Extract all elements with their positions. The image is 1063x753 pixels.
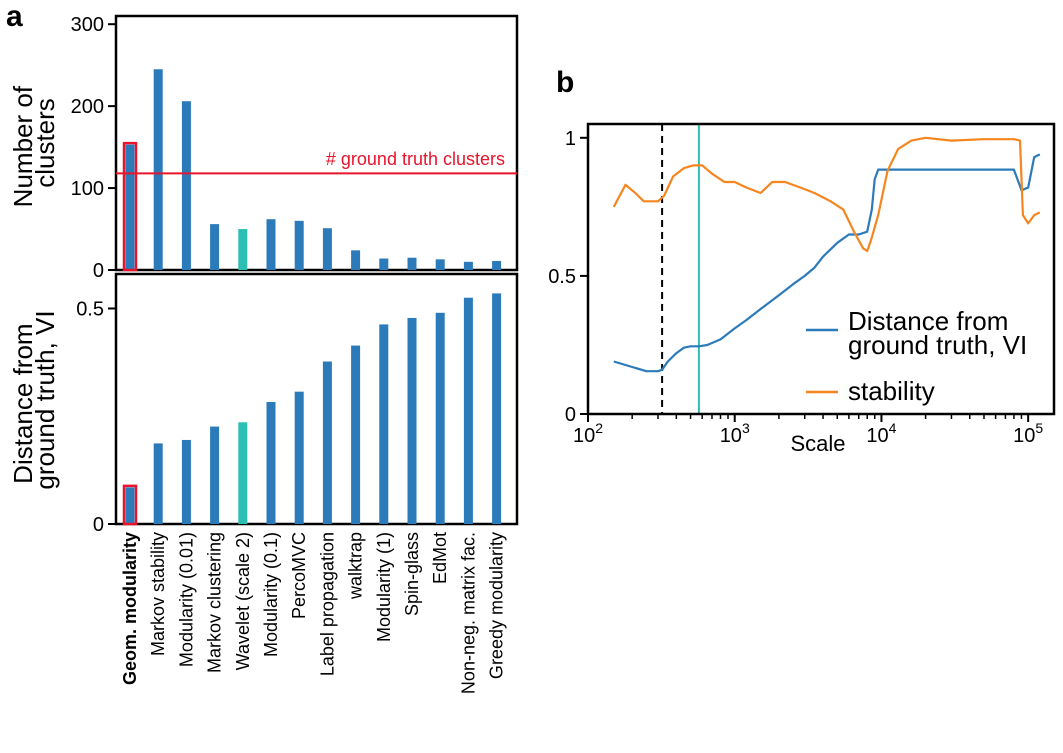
y-axis-label-distance: Distance from ground truth, VI	[8, 310, 60, 489]
bar-modularity-0-1-	[266, 402, 276, 524]
bar-spin-glass	[407, 257, 417, 270]
y-tick-label: 100	[71, 178, 104, 200]
bar-modularity-0-01-	[181, 439, 191, 524]
series-line-stability	[612, 136, 1041, 253]
y-axis-label-number-of-clusters: Number of clusters	[8, 79, 60, 208]
bar-geom-modularity	[125, 144, 135, 270]
x-tick-label-geom-modularity: Geom. modularity	[120, 532, 140, 685]
x-tick-label: 103	[720, 420, 750, 447]
bar-modularity-0-1-	[266, 219, 276, 270]
legend-label-stability: stability	[848, 376, 935, 406]
bar-greedy-modularity	[492, 260, 502, 270]
x-tick-label-greedy-modularity: Greedy modularity	[487, 532, 507, 679]
panel-label-b: b	[556, 66, 574, 99]
bar-modularity-1-	[379, 258, 389, 270]
y-tick-label: 0	[565, 404, 576, 426]
highlight-box	[122, 484, 138, 526]
x-tick-label-non-neg-matrix-fac-: Non-neg. matrix fac.	[458, 532, 478, 694]
ground-truth-reference-label: # ground truth clusters	[326, 149, 505, 169]
bar-edmot	[435, 259, 445, 270]
legend-label-vi-line-1: Distance from	[848, 306, 1008, 336]
bar-chart-distance-vi: 0 0.5 Geom. modularity Markov stability Mod…	[8, 272, 519, 694]
highlight-box	[122, 141, 138, 272]
x-tick-label-modularity-1-: Modularity (1)	[374, 532, 394, 642]
bar-markov-stability	[153, 443, 163, 524]
bar-label-propagation	[322, 361, 332, 524]
x-tick-label-walktrap: walktrap	[346, 532, 366, 600]
bar-percomvc	[294, 220, 304, 270]
x-tick-label-modularity-0-1-: Modularity (0.1)	[261, 532, 281, 657]
bar-markov-stability	[153, 69, 163, 271]
x-tick-label-label-propagation: Label propagation	[317, 532, 337, 676]
bar-spin-glass	[407, 317, 417, 524]
bar-label-propagation	[322, 228, 332, 270]
y-tick-label: 0	[93, 514, 104, 536]
bar-walktrap	[351, 345, 361, 524]
x-tick-label-markov-clustering: Markov clustering	[205, 532, 225, 673]
x-tick-label: 102	[573, 420, 603, 447]
bar-chart-number-of-clusters: 0 100 200 300 # ground truth clusters Numbe…	[8, 14, 519, 282]
y-tick-label: 0.5	[548, 266, 576, 288]
panel-label-a: a	[6, 0, 23, 33]
y-tick-label: 0.5	[76, 298, 104, 320]
bar-non-neg-matrix-fac-	[463, 261, 473, 270]
x-tick-label: 104	[866, 420, 896, 447]
y-tick-label: 300	[71, 14, 104, 36]
plot-frame	[586, 122, 1056, 416]
bar-markov-clustering	[210, 426, 220, 524]
bar-wavelet-scale-2-	[238, 229, 248, 270]
legend-label-vi-line-2: ground truth, VI	[848, 330, 1027, 360]
x-tick-label-edmot: EdMot	[430, 532, 450, 584]
y-axis-label-line-1: Distance from	[8, 323, 38, 483]
x-tick-label-modularity-0-01-: Modularity (0.01)	[176, 532, 196, 667]
line-chart-scale: 0 0.5 1 102 103 104 105 Scale Distance fromgro…	[548, 122, 1056, 456]
bar-modularity-1-	[379, 324, 389, 524]
bar-geom-modularity	[125, 487, 135, 524]
x-axis-label-scale: Scale	[790, 431, 845, 456]
y-tick-label: 200	[71, 96, 104, 118]
y-tick-label: 1	[565, 128, 576, 150]
bar-percomvc	[294, 391, 304, 524]
y-axis-label-line-2: ground truth, VI	[30, 310, 60, 489]
plot-frame	[114, 272, 519, 526]
bar-markov-clustering	[210, 224, 220, 270]
bar-walktrap	[351, 250, 361, 270]
bar-modularity-0-01-	[181, 101, 191, 270]
x-tick-label-wavelet-scale-2-: Wavelet (scale 2)	[233, 532, 253, 670]
y-axis-label-line-1: Number of	[8, 85, 38, 207]
y-axis-label-line-2: clusters	[30, 98, 60, 188]
bar-wavelet-scale-2-	[238, 422, 248, 524]
plot-frame	[114, 14, 519, 272]
x-tick-label-spin-glass: Spin-glass	[402, 532, 422, 616]
x-tick-label-percomvc: PercoMVC	[289, 532, 309, 619]
x-tick-label-markov-stability: Markov stability	[148, 532, 168, 656]
y-tick-label: 0	[93, 260, 104, 282]
x-tick-label: 105	[1013, 420, 1043, 447]
bar-edmot	[435, 312, 445, 524]
bar-non-neg-matrix-fac-	[463, 297, 473, 524]
bar-greedy-modularity	[492, 293, 502, 524]
series-line-vi	[613, 153, 1041, 373]
